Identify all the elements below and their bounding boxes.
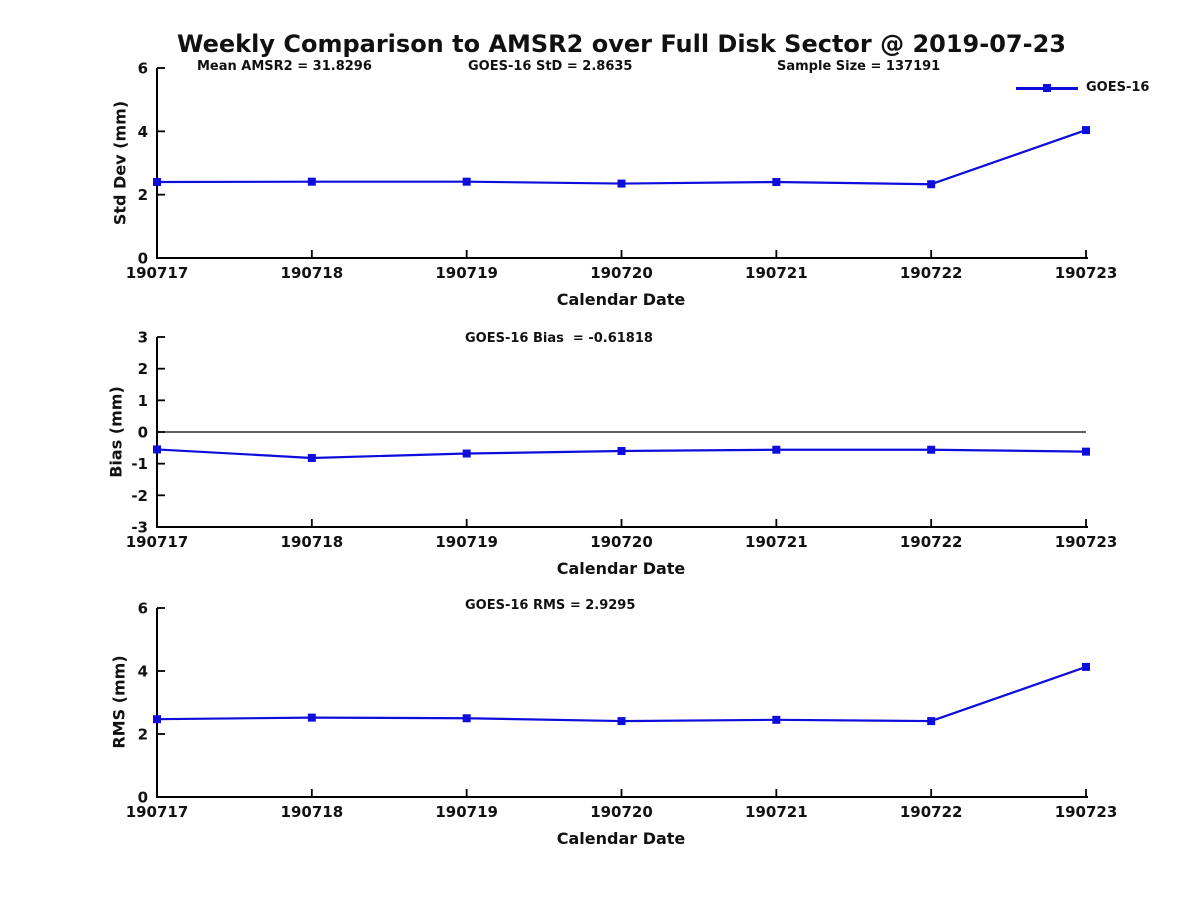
- xlabel-calendar-date-3: Calendar Date: [556, 829, 686, 848]
- ylabel-rms: RMS (mm): [109, 655, 129, 749]
- figure-title: Weekly Comparison to AMSR2 over Full Dis…: [177, 30, 1066, 58]
- svg-text:190717: 190717: [126, 803, 189, 821]
- svg-text:190720: 190720: [590, 533, 653, 551]
- annotation-mean-amsr2: Mean AMSR2 = 31.8296: [197, 59, 372, 74]
- xlabel-calendar-date-1: Calendar Date: [556, 290, 686, 309]
- svg-text:190718: 190718: [281, 264, 344, 282]
- svg-text:190722: 190722: [900, 803, 963, 821]
- svg-text:0: 0: [138, 424, 148, 442]
- svg-text:6: 6: [138, 600, 148, 618]
- svg-text:190723: 190723: [1055, 803, 1118, 821]
- svg-text:190719: 190719: [435, 533, 498, 551]
- legend: GOES-16: [1016, 78, 1186, 100]
- svg-text:190720: 190720: [590, 264, 653, 282]
- svg-text:190718: 190718: [281, 533, 344, 551]
- svg-text:190717: 190717: [126, 533, 189, 551]
- annotation-goes16-bias: GOES-16 Bias = -0.61818: [465, 331, 653, 346]
- svg-text:1: 1: [138, 392, 148, 410]
- svg-text:190718: 190718: [281, 803, 344, 821]
- ylabel-bias: Bias (mm): [106, 386, 126, 478]
- svg-text:3: 3: [138, 329, 148, 347]
- svg-text:4: 4: [138, 663, 148, 681]
- svg-text:190717: 190717: [126, 264, 189, 282]
- legend-label: GOES-16: [1086, 80, 1150, 95]
- svg-text:190721: 190721: [745, 533, 808, 551]
- annotation-goes16-rms: GOES-16 RMS = 2.9295: [465, 598, 636, 613]
- svg-text:0: 0: [138, 789, 148, 807]
- svg-text:190723: 190723: [1055, 264, 1118, 282]
- svg-text:190720: 190720: [590, 803, 653, 821]
- svg-text:190723: 190723: [1055, 533, 1118, 551]
- svg-text:6: 6: [138, 60, 148, 78]
- svg-text:0: 0: [138, 250, 148, 268]
- svg-text:190719: 190719: [435, 803, 498, 821]
- svg-text:-2: -2: [131, 487, 148, 505]
- annotation-goes16-std: GOES-16 StD = 2.8635: [468, 59, 633, 74]
- svg-text:190722: 190722: [900, 264, 963, 282]
- ylabel-std-dev: Std Dev (mm): [110, 100, 130, 226]
- svg-text:190721: 190721: [745, 264, 808, 282]
- svg-text:-1: -1: [131, 455, 148, 473]
- annotation-sample-size: Sample Size = 137191: [777, 59, 941, 74]
- svg-text:2: 2: [138, 726, 148, 744]
- svg-text:2: 2: [138, 186, 148, 204]
- svg-text:190722: 190722: [900, 533, 963, 551]
- svg-text:190721: 190721: [745, 803, 808, 821]
- svg-text:2: 2: [138, 360, 148, 378]
- legend-marker-icon: [1043, 84, 1051, 92]
- svg-text:4: 4: [138, 123, 148, 141]
- svg-text:190719: 190719: [435, 264, 498, 282]
- svg-text:-3: -3: [131, 519, 148, 537]
- xlabel-calendar-date-2: Calendar Date: [556, 559, 686, 578]
